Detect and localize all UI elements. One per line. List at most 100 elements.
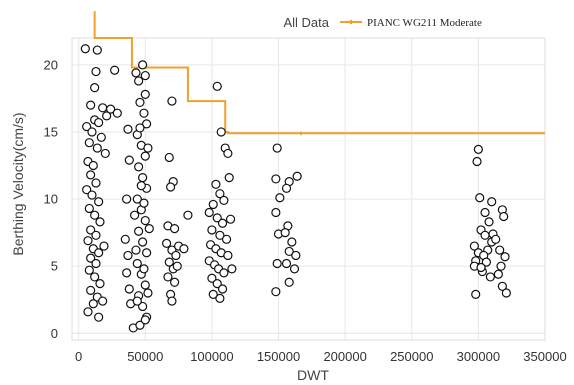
- y-tick-labels: 0 5 10 15 20: [44, 57, 58, 340]
- data-point: [207, 273, 217, 283]
- plot-border: [71, 37, 546, 341]
- data-point: [500, 252, 510, 262]
- data-point: [124, 284, 134, 294]
- data-point: [183, 210, 193, 220]
- data-point: [87, 127, 97, 137]
- data-point: [134, 226, 144, 236]
- y-tick-label: 0: [51, 326, 58, 341]
- data-point: [94, 248, 104, 258]
- data-point: [216, 127, 226, 137]
- data-point: [280, 228, 290, 238]
- data-point: [122, 194, 132, 204]
- data-point: [87, 190, 97, 200]
- data-point: [165, 182, 176, 192]
- data-point: [90, 83, 100, 93]
- data-point: [473, 144, 483, 155]
- data-point: [476, 262, 486, 273]
- y-axis-label: Berthing Velocity(cm/s): [10, 112, 26, 255]
- data-point: [80, 44, 90, 54]
- data-point: [94, 197, 104, 207]
- data-point: [212, 279, 222, 289]
- data-point: [138, 172, 148, 183]
- data-point: [140, 215, 150, 226]
- data-point: [171, 250, 181, 261]
- data-point: [138, 60, 148, 70]
- data-point: [131, 68, 141, 78]
- data-point: [124, 155, 134, 165]
- data-point: [92, 45, 102, 55]
- data-point: [225, 214, 236, 224]
- data-point: [292, 171, 302, 181]
- data-point: [100, 148, 110, 159]
- data-point: [469, 241, 479, 251]
- data-point: [135, 123, 145, 133]
- data-point: [497, 281, 507, 291]
- legend-title: All Data: [283, 15, 329, 30]
- data-point: [90, 210, 100, 220]
- data-point: [284, 246, 294, 257]
- data-point: [84, 138, 94, 148]
- data-point: [162, 238, 172, 248]
- data-point: [501, 288, 511, 298]
- data-point: [271, 287, 281, 297]
- data-point: [208, 289, 218, 299]
- data-point: [143, 288, 153, 298]
- data-point: [139, 108, 149, 118]
- data-point: [84, 265, 94, 275]
- data-point: [215, 293, 225, 303]
- data-point: [169, 223, 180, 234]
- data-point: [94, 117, 104, 128]
- data-point: [95, 217, 105, 227]
- data-point: [144, 223, 154, 234]
- data-point: [96, 132, 106, 142]
- data-point: [86, 100, 96, 110]
- x-tick-label: 300000: [457, 349, 500, 364]
- data-point: [484, 217, 494, 227]
- data-point: [271, 207, 281, 218]
- data-point: [86, 285, 96, 295]
- data-point: [172, 261, 182, 271]
- data-point: [496, 261, 506, 271]
- data-point: [291, 250, 301, 261]
- data-point: [112, 108, 122, 118]
- data-point: [472, 156, 482, 167]
- data-point: [284, 277, 294, 287]
- data-point: [215, 230, 225, 240]
- data-point: [83, 236, 93, 246]
- data-point: [491, 234, 501, 244]
- data-point: [99, 241, 109, 251]
- data-point: [82, 185, 92, 195]
- data-point: [95, 279, 105, 289]
- data-point: [139, 264, 149, 274]
- data-point: [142, 248, 152, 258]
- data-point: [98, 296, 108, 306]
- plot-frame: [71, 37, 546, 341]
- data-point: [140, 280, 150, 290]
- data-point: [217, 218, 228, 228]
- data-point: [91, 178, 101, 188]
- data-point: [134, 162, 144, 172]
- data-point: [123, 250, 133, 261]
- pianc-threshold-line: [93, 11, 545, 135]
- y-tick-label: 5: [51, 259, 58, 274]
- legend: All Data PIANC WG211 Moderate: [283, 15, 482, 30]
- data-point: [138, 301, 148, 312]
- data-point: [275, 193, 285, 203]
- data-point: [92, 143, 102, 153]
- data-point: [90, 272, 100, 282]
- legend-label-pianc: PIANC WG211 Moderate: [367, 17, 482, 29]
- data-point: [130, 210, 140, 220]
- data-point: [493, 269, 503, 279]
- data-point: [204, 207, 214, 218]
- data-point: [136, 181, 146, 191]
- data-point: [98, 103, 108, 113]
- data-point: [281, 258, 292, 269]
- data-point: [134, 76, 144, 86]
- data-point: [88, 160, 98, 171]
- data-point: [142, 119, 152, 129]
- data-point: [139, 198, 149, 208]
- data-point: [224, 172, 234, 183]
- data-point: [471, 289, 481, 299]
- data-point: [140, 315, 150, 325]
